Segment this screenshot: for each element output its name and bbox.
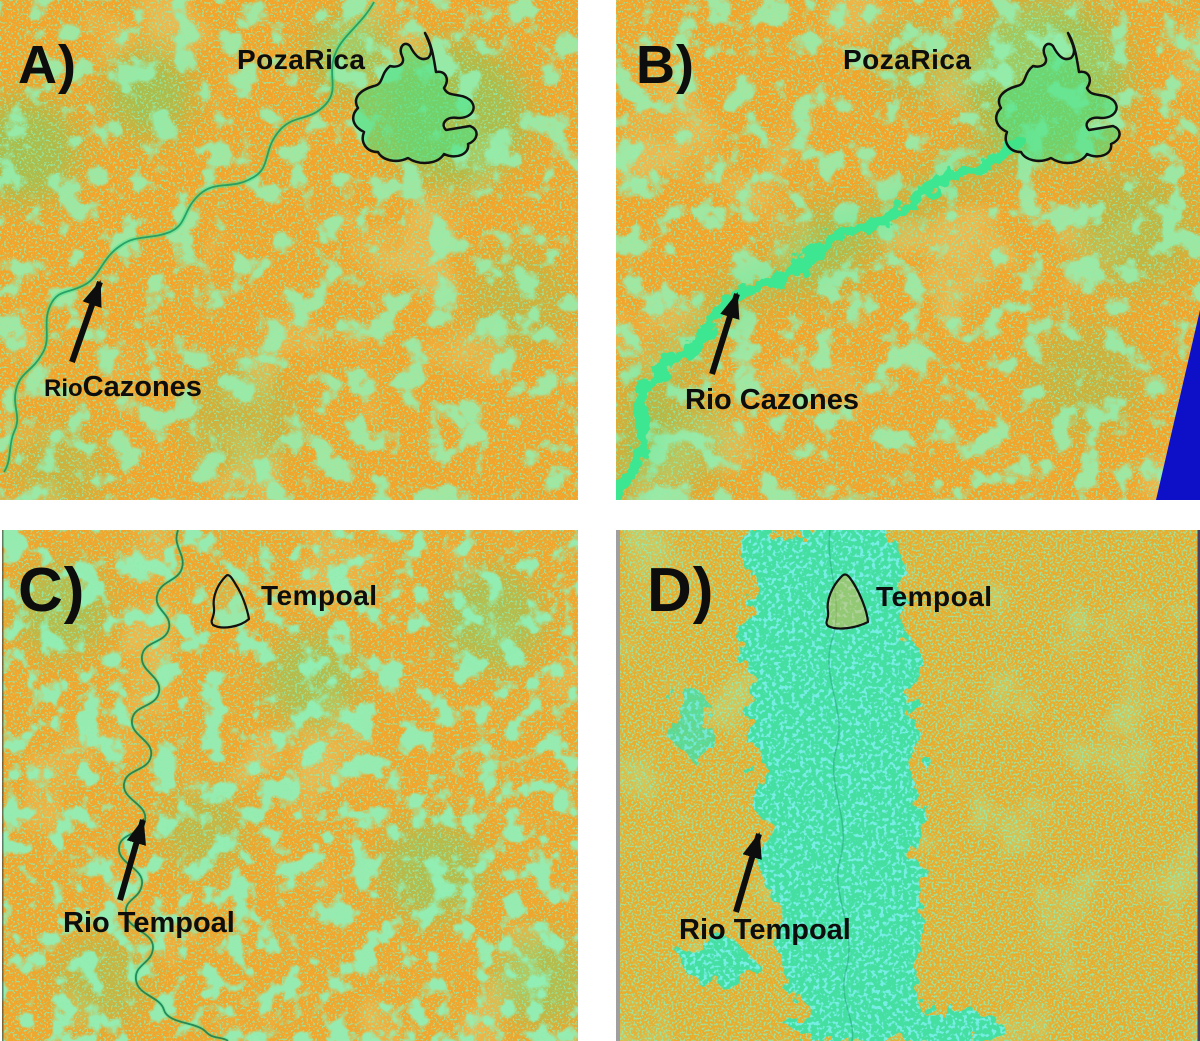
river-label-tempoal: Rio Tempoal xyxy=(63,907,235,939)
tempoal-town-boundary xyxy=(825,573,870,630)
texture-layer xyxy=(2,530,578,1041)
panel-letter-c: C) xyxy=(18,556,86,625)
river-arrow xyxy=(733,832,762,913)
river-arrow xyxy=(69,280,103,363)
map-panel-a: A) PozaRica RioCazones xyxy=(0,0,578,500)
tempoal-town-boundary xyxy=(210,574,251,629)
satellite-map-b xyxy=(616,0,1200,500)
river-label-cazones: Rio Cazones xyxy=(685,384,860,416)
panel-letter-b: B) xyxy=(636,35,695,95)
panel-letter-a: A) xyxy=(18,35,77,95)
river-arrow xyxy=(709,292,740,375)
river-label-cazones: RioCazones xyxy=(44,373,202,402)
texture-layer xyxy=(0,0,578,500)
texture-layer xyxy=(616,0,1200,500)
river-label-tempoal: Rio Tempoal xyxy=(679,914,851,946)
river-arrow xyxy=(117,818,146,901)
city-label-tempoal: Tempoal xyxy=(876,581,993,612)
poza-rica-city-boundary xyxy=(994,31,1121,165)
flooded-area xyxy=(670,530,1002,1041)
city-label-tempoal: Tempoal xyxy=(261,580,378,611)
rio-cazones-river xyxy=(3,1,375,473)
rio-tempoal-river xyxy=(118,530,229,1041)
panel-edge-line xyxy=(1197,530,1200,1041)
map-panel-d: D) Tempoal Rio Tempoal xyxy=(616,530,1200,1041)
satellite-map-c xyxy=(2,530,578,1041)
satellite-map-d xyxy=(620,530,1200,1041)
rio-cazones-river-wide xyxy=(616,135,1027,500)
map-panel-c: C) Tempoal Rio Tempoal xyxy=(2,530,578,1041)
map-panel-b: B) PozaRica Rio Cazones xyxy=(616,0,1200,500)
city-label-pozarica: PozaRica xyxy=(843,44,972,75)
rio-tempoal-channel xyxy=(828,530,854,1041)
panel-edge-line xyxy=(2,530,4,1041)
scene-edge-no-data xyxy=(1156,310,1200,500)
city-label-pozarica: PozaRica xyxy=(237,44,366,75)
river-label-main: Cazones xyxy=(82,371,202,403)
river-label-prefix: Rio xyxy=(44,375,83,402)
poza-rica-city-boundary xyxy=(351,31,478,165)
panel-letter-d: D) xyxy=(647,556,715,625)
satellite-map-a xyxy=(0,0,578,500)
